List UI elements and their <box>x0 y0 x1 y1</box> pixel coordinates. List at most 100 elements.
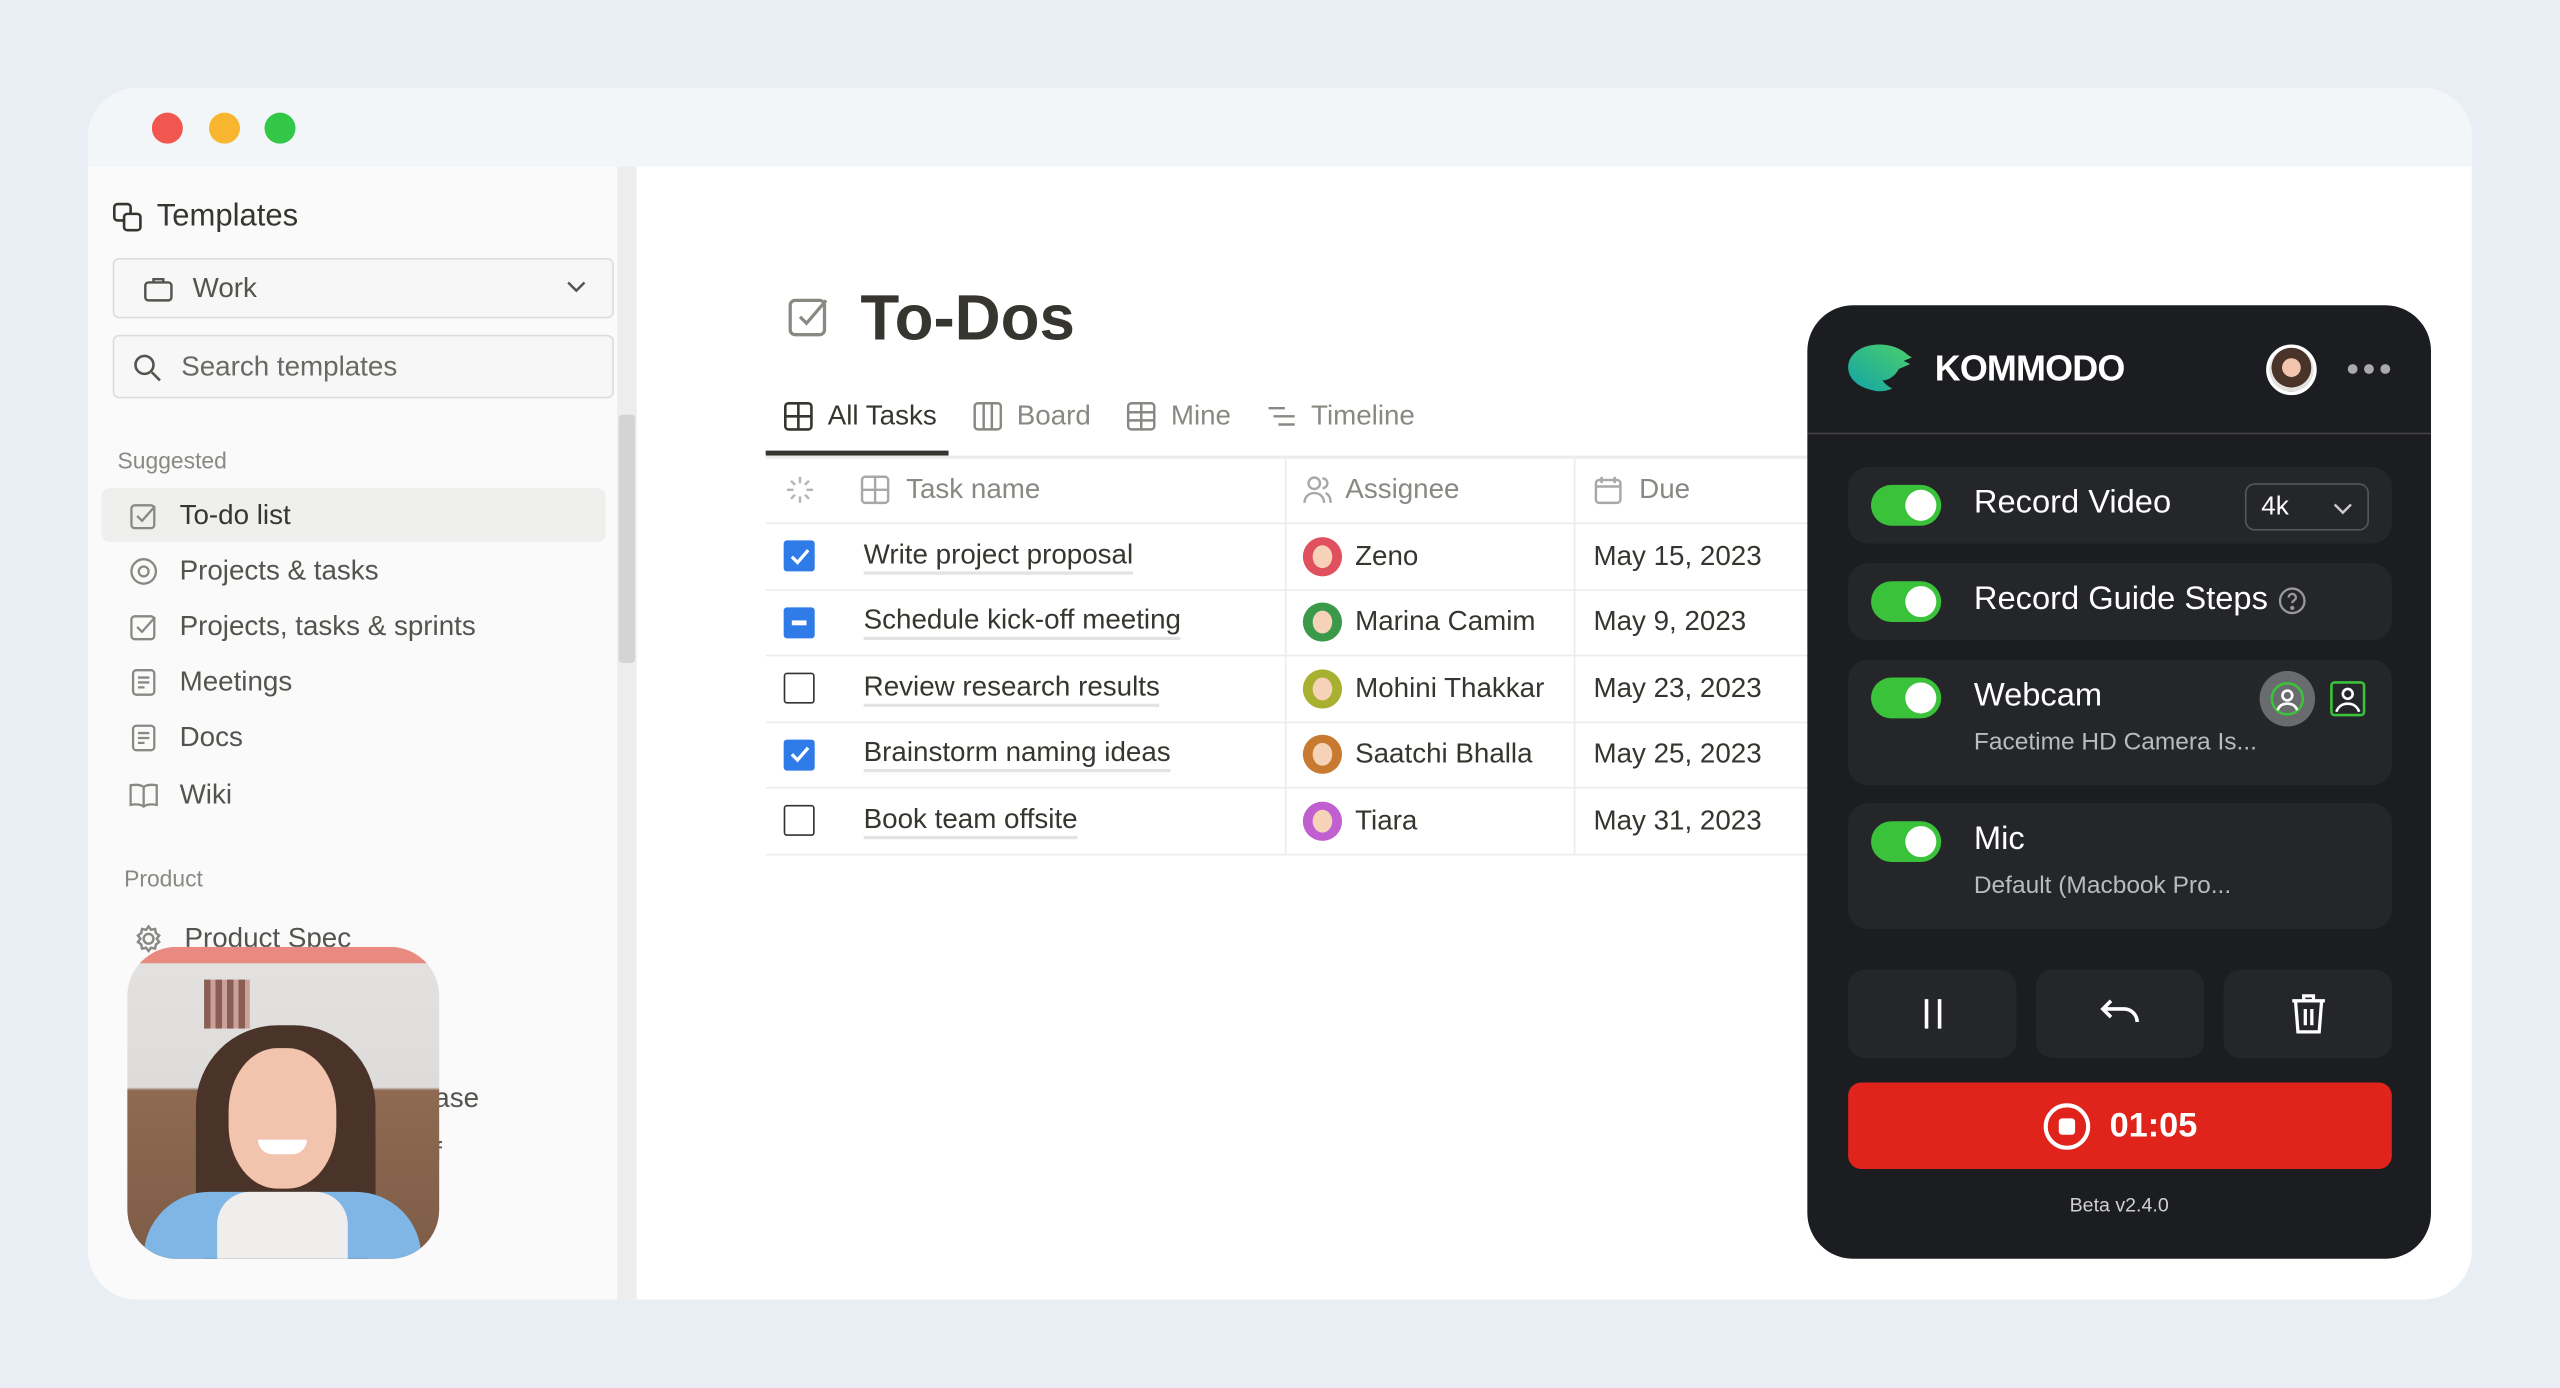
chevron-down-icon <box>567 281 586 293</box>
workspace-value: Work <box>192 271 257 303</box>
mic-toggle[interactable] <box>1871 821 1942 863</box>
assignee-name[interactable]: Tiara <box>1355 804 1418 836</box>
tab-label: Timeline <box>1311 399 1415 432</box>
due-date[interactable]: May 23, 2023 <box>1593 672 1762 704</box>
due-date[interactable]: May 15, 2023 <box>1593 539 1762 572</box>
task-checkbox[interactable] <box>783 673 815 705</box>
briefcase-icon <box>144 277 173 301</box>
task-name[interactable]: Book team offsite <box>863 803 1078 839</box>
avatar <box>1302 536 1343 576</box>
pause-icon <box>1923 999 1941 1029</box>
record-guide-toggle[interactable] <box>1871 581 1942 623</box>
restart-button[interactable] <box>2035 969 2205 1058</box>
assignee-name[interactable]: Saatchi Bhalla <box>1355 738 1533 770</box>
undo-icon <box>2099 999 2139 1023</box>
target-icon <box>130 557 158 585</box>
sidebar-item-label: Projects & tasks <box>179 554 379 586</box>
sidebar-item-template[interactable]: Projects, tasks & sprints <box>101 600 605 654</box>
sidebar-item-template[interactable]: Meetings <box>101 656 605 710</box>
sidebar-item-template[interactable]: Projects & tasks <box>101 544 605 598</box>
task-checkbox[interactable] <box>783 739 815 771</box>
task-checkbox[interactable] <box>783 540 815 572</box>
search-templates-input[interactable]: Search templates <box>112 334 614 399</box>
timeline-icon <box>1268 406 1295 426</box>
sidebar-item-label: Docs <box>179 722 243 754</box>
sidebar-item-label: Projects, tasks & sprints <box>179 610 476 642</box>
sidebar-scrollbar[interactable] <box>617 166 637 1300</box>
table-row: Brainstorm naming ideas Saatchi Bhalla M… <box>765 722 1811 789</box>
help-icon[interactable] <box>2278 585 2307 614</box>
mic-card: Mic Default (Macbook Pro... <box>1848 803 2392 929</box>
section-suggested: Suggested <box>117 447 227 474</box>
record-video-label: Record Video <box>1973 484 2172 521</box>
sidebar-item-template[interactable]: Docs <box>101 712 605 766</box>
assignee-name[interactable]: Mohini Thakkar <box>1355 672 1545 704</box>
avatar <box>1302 801 1343 841</box>
quality-dropdown[interactable]: 4k <box>2244 483 2369 531</box>
task-name[interactable]: Brainstorm naming ideas <box>863 737 1171 773</box>
record-guide-card: Record Guide Steps <box>1848 563 2392 640</box>
due-date[interactable]: May 31, 2023 <box>1593 804 1762 836</box>
mic-label: Mic <box>1973 821 2025 858</box>
webcam-preview[interactable] <box>127 946 440 1259</box>
close-window-button[interactable] <box>151 112 183 144</box>
quality-value: 4k <box>2261 492 2289 520</box>
webcam-card: Webcam Facetime HD Camera Is... <box>1848 659 2392 786</box>
due-date[interactable]: May 25, 2023 <box>1593 738 1762 770</box>
more-options-button[interactable] <box>2347 364 2391 374</box>
task-name[interactable]: Schedule kick-off meeting <box>863 604 1181 641</box>
column-header-task[interactable]: Task name <box>906 473 1041 505</box>
column-header-due[interactable]: Due <box>1639 473 1691 505</box>
assignee-name[interactable]: Zeno <box>1355 539 1419 572</box>
column-header-assignee[interactable]: Assignee <box>1345 473 1460 505</box>
trash-icon <box>2291 994 2325 1034</box>
sidebar-item-template[interactable]: Wiki <box>101 767 605 821</box>
tab-mine[interactable]: Mine <box>1127 400 1231 433</box>
mic-device[interactable]: Default (Macbook Pro... <box>1973 871 2232 900</box>
avatar <box>1302 735 1343 775</box>
sidebar-item-label: Wiki <box>179 777 233 809</box>
stop-icon <box>2043 1102 2091 1149</box>
loading-sparkle-icon <box>786 476 813 503</box>
sidebar-item-template[interactable]: To-do list <box>101 488 606 543</box>
task-name[interactable]: Review research results <box>863 671 1160 707</box>
task-checkbox[interactable] <box>783 805 815 837</box>
maximize-window-button[interactable] <box>264 112 296 144</box>
task-checkbox[interactable] <box>783 606 815 638</box>
assignee-name[interactable]: Marina Camim <box>1355 606 1536 638</box>
stop-recording-button[interactable]: 01:05 <box>1848 1082 2392 1169</box>
tab-all-tasks[interactable]: All Tasks <box>783 400 937 433</box>
kommodo-logo-icon <box>1848 344 1912 392</box>
table-row: Book team offsite Tiara May 31, 2023 <box>765 788 1811 855</box>
grid-icon <box>1127 402 1156 431</box>
scrollbar-thumb[interactable] <box>618 414 636 663</box>
minimize-window-button[interactable] <box>208 112 240 144</box>
dot <box>2380 364 2391 374</box>
poster <box>204 979 250 1029</box>
delete-button[interactable] <box>2223 969 2392 1058</box>
workspace-dropdown[interactable]: Work <box>112 257 614 319</box>
section-product: Product <box>124 865 203 892</box>
tab-timeline[interactable]: Timeline <box>1267 400 1415 433</box>
search-placeholder: Search templates <box>181 350 398 382</box>
tab-label: Mine <box>1170 399 1232 432</box>
checkbox-icon <box>130 615 156 641</box>
sidebar-item-label: Meetings <box>179 666 293 698</box>
tab-board[interactable]: Board <box>973 400 1091 433</box>
webcam-device[interactable]: Facetime HD Camera Is... <box>1973 728 2257 756</box>
pause-button[interactable] <box>1848 969 2017 1058</box>
record-video-toggle[interactable] <box>1871 484 1942 526</box>
sidebar-item-partial[interactable]: ase <box>434 1082 480 1114</box>
user-square-shape-button[interactable] <box>2330 681 2366 717</box>
shirt <box>217 1191 348 1259</box>
webcam-circle-shape-button[interactable] <box>2259 671 2316 727</box>
webcam-toggle[interactable] <box>1871 677 1942 719</box>
table-icon <box>860 475 890 504</box>
dot <box>2347 364 2358 374</box>
task-name[interactable]: Write project proposal <box>863 538 1134 575</box>
user-avatar[interactable] <box>2266 344 2317 396</box>
book-icon <box>129 782 158 808</box>
due-date[interactable]: May 9, 2023 <box>1593 606 1747 638</box>
webcam-label: Webcam <box>1973 677 2103 714</box>
